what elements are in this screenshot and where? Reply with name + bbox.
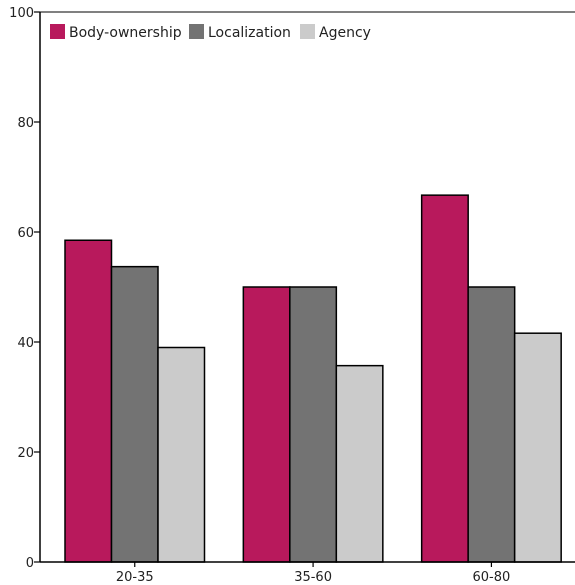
bar-agency-35-60 — [335, 364, 384, 563]
y-tick-label: 40 — [17, 336, 34, 351]
bar-localization-60-80 — [467, 286, 516, 563]
bar-localization-35-60 — [289, 286, 338, 563]
y-ticks-group: 0 20 40 60 80 100 — [9, 6, 40, 571]
x-tick-label: 20-35 — [116, 570, 154, 585]
legend-label-body-ownership: Body-ownership — [69, 25, 182, 41]
legend-label-localization: Localization — [208, 25, 291, 41]
y-tick-label: 0 — [26, 556, 34, 571]
axes-group — [39, 11, 575, 563]
bars-group — [64, 194, 562, 563]
y-tick-label: 20 — [17, 446, 34, 461]
bar-body-ownership-60-80 — [420, 194, 469, 563]
x-tick-label: 60-80 — [473, 570, 511, 585]
bar-localization-20-35 — [110, 265, 159, 563]
y-tick-label: 60 — [17, 226, 34, 241]
bar-agency-20-35 — [157, 346, 206, 563]
legend-swatch-agency — [300, 24, 315, 39]
y-tick-label: 100 — [9, 6, 34, 21]
legend: Body-ownership Localization Agency — [50, 24, 371, 41]
x-ticks-group: 20-35 35-60 60-80 — [116, 562, 510, 585]
legend-label-agency: Agency — [319, 25, 371, 41]
bar-body-ownership-35-60 — [242, 286, 291, 563]
bar-body-ownership-20-35 — [64, 239, 113, 563]
legend-swatch-localization — [189, 24, 204, 39]
legend-swatch-body-ownership — [50, 24, 65, 39]
y-tick-label: 80 — [17, 116, 34, 131]
x-tick-label: 35-60 — [294, 570, 332, 585]
bar-agency-60-80 — [513, 332, 562, 563]
